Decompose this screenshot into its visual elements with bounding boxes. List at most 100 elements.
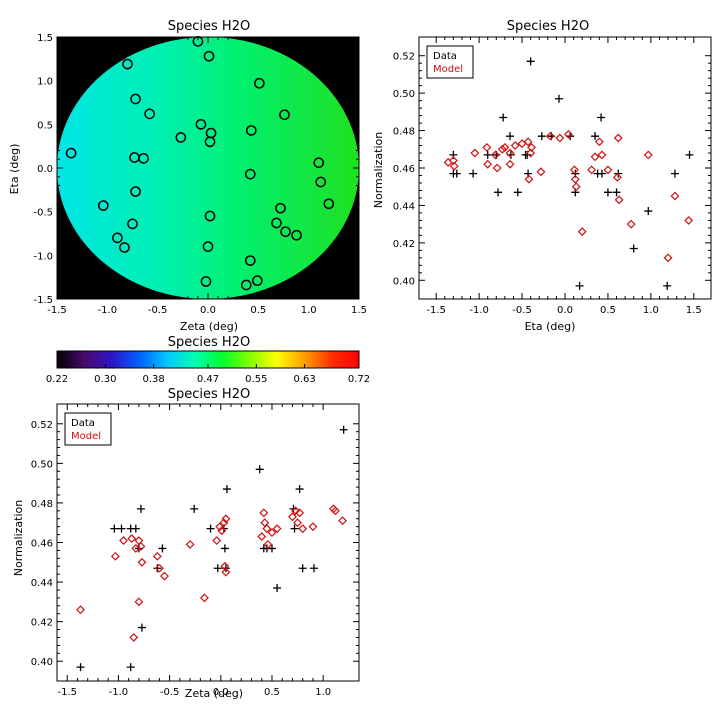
eta-data-point: [575, 281, 584, 290]
zeta-ytick-label: 0.42: [31, 618, 53, 629]
eta-xtick-label: 0.5: [600, 305, 616, 316]
map-axes: -1.5 -1.0 -0.5 0.0 0.5 1.0 1.5 -1.5 -1.0 -0.5 0.0 0…: [33, 33, 366, 316]
eta-xtick-label: 0.0: [557, 305, 573, 316]
eta-data-point: [452, 169, 461, 178]
zeta-model-point: [267, 528, 277, 538]
eta-legend: Data Model: [426, 45, 474, 79]
eta-ylabel: Normalization: [372, 132, 385, 208]
map-xtick-label: -1.0: [98, 305, 118, 316]
zeta-data-point: [110, 524, 119, 533]
zeta-model-point: [212, 536, 222, 545]
map-point: [253, 77, 265, 89]
zeta-model-point: [76, 605, 85, 615]
eta-data-point: [603, 188, 612, 197]
eta-model-point: [613, 133, 623, 143]
eta-model-point: [490, 150, 500, 160]
eta-ytick-label: 0.46: [393, 164, 415, 175]
colorbar-ticks: 0.22 0.30 0.38 0.47 0.55 0.63 0.72: [46, 364, 370, 385]
zeta-data-point: [255, 465, 264, 474]
zeta-model-point: [152, 551, 162, 561]
eta-model-point: [612, 172, 622, 182]
eta-data-point: [612, 188, 621, 197]
map-point: [119, 242, 130, 253]
zeta-data-point: [222, 485, 231, 494]
eta-panel: Species H2O -1.5 -1.0 -0.5 0.0 0.5 1.0 1.5 0.40…: [372, 19, 712, 333]
zeta-model-point: [221, 567, 231, 577]
map-xtick-label: 0.0: [200, 305, 216, 316]
map-panel: Species H2O -1.5 -1.0 -0.5 0.0 0.5 1.0 1.5-1.5…: [8, 19, 367, 333]
eta-ytick-label: 0.42: [393, 239, 415, 250]
eta-model-point: [614, 195, 624, 205]
eta-model-point: [492, 163, 502, 173]
eta-data-point: [670, 169, 679, 178]
zeta-model-point: [263, 540, 273, 549]
eta-model-point: [597, 150, 607, 160]
zeta-data-point: [158, 544, 167, 553]
zeta-data-point: [76, 663, 85, 672]
eta-data-point: [483, 150, 492, 159]
map-point: [279, 109, 290, 121]
zeta-model-point: [288, 512, 297, 522]
zeta-model-point: [295, 508, 305, 518]
zeta-xlabel: Zeta (deg): [185, 687, 243, 700]
eta-legend-model: Model: [433, 64, 463, 75]
eta-model-point: [594, 137, 604, 147]
map-point: [195, 118, 207, 130]
eta-data-point: [537, 132, 546, 141]
zeta-model-point: [331, 506, 340, 516]
zeta-model-point: [308, 522, 318, 532]
zeta-model-point: [134, 597, 144, 607]
eta-model-point: [563, 129, 573, 139]
colorbar-tick-label: 0.30: [94, 374, 116, 385]
zeta-title: Species H2O: [168, 387, 250, 402]
map-point: [204, 136, 216, 148]
eta-data-point: [499, 113, 508, 122]
eta-data-point: [629, 244, 638, 253]
eta-model-point: [590, 152, 600, 162]
eta-model-point: [510, 141, 520, 150]
map-ytick-label: -1.0: [33, 251, 53, 262]
zeta-model-point: [185, 540, 195, 549]
colorbar-tick-label: 0.55: [245, 374, 267, 385]
zeta-data-point: [213, 564, 222, 573]
zeta-model-point: [136, 542, 146, 551]
map-xtick-label: -0.5: [148, 305, 168, 316]
eta-data-point: [597, 113, 606, 122]
zeta-model-point: [221, 514, 231, 524]
map-point: [245, 125, 257, 136]
eta-data-point: [663, 281, 672, 290]
eta-ytick-label: 0.40: [393, 276, 415, 287]
eta-model-point: [524, 174, 534, 184]
map-point: [244, 168, 256, 180]
eta-legend-box: [426, 45, 474, 79]
colorbar-tick-label: 0.47: [197, 374, 219, 385]
map-point: [204, 210, 216, 222]
zeta-model-point: [110, 551, 120, 561]
zeta-model-point: [215, 522, 225, 532]
map-point: [244, 255, 256, 266]
zeta-ytick-label: 0.40: [31, 657, 53, 668]
eta-data-point: [506, 132, 515, 141]
zeta-data-point: [136, 504, 145, 513]
eta-model-point: [555, 133, 565, 143]
map-points: [65, 36, 335, 291]
map-point: [130, 93, 141, 105]
map-point: [138, 153, 149, 164]
eta-model-point: [497, 144, 507, 154]
zeta-model-point: [127, 534, 137, 543]
zeta-ytick-label: 0.46: [31, 539, 53, 550]
eta-model-point: [643, 150, 653, 160]
map-point: [127, 218, 138, 230]
zeta-legend: Data Model: [64, 412, 112, 446]
zeta-ytick-label: 0.44: [31, 578, 53, 589]
map-point: [323, 198, 335, 210]
zeta-data-point: [309, 564, 318, 573]
zeta-legend-model: Model: [71, 431, 101, 442]
zeta-xtick-label: -0.5: [160, 687, 180, 698]
eta-model-point: [626, 219, 636, 229]
map-point: [144, 108, 155, 120]
eta-data-point: [591, 132, 600, 141]
map-point: [240, 279, 252, 291]
zeta-model-point: [160, 571, 169, 581]
